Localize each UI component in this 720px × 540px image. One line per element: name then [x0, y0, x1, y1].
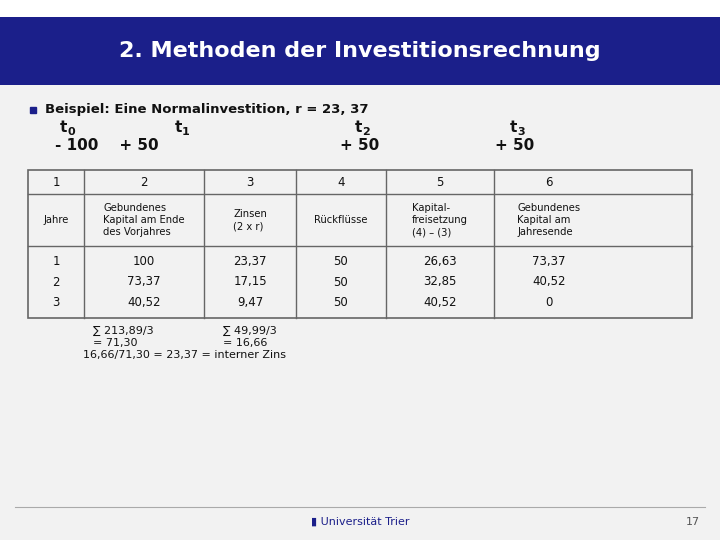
Text: 2: 2	[53, 275, 60, 288]
Text: Gebundenes
Kapital am
Jahresende: Gebundenes Kapital am Jahresende	[518, 202, 580, 238]
FancyBboxPatch shape	[0, 85, 720, 540]
Text: 1: 1	[182, 127, 190, 137]
Bar	[28, 170, 692, 318]
Text: 17,15: 17,15	[233, 275, 267, 288]
Text: - 100    + 50: - 100 + 50	[55, 138, 158, 152]
Text: Beispiel: Eine Normalinvestition, r = 23, 37: Beispiel: Eine Normalinvestition, r = 23…	[45, 104, 369, 117]
Text: 50: 50	[333, 275, 348, 288]
Text: 3: 3	[517, 127, 525, 137]
Text: 2: 2	[140, 176, 148, 188]
Text: 0: 0	[67, 127, 75, 137]
Text: 40,52: 40,52	[423, 296, 456, 309]
FancyBboxPatch shape	[0, 17, 720, 85]
Text: 1: 1	[53, 255, 60, 268]
Text: t: t	[175, 120, 182, 136]
Text: ▮ Universität Trier: ▮ Universität Trier	[311, 517, 409, 527]
Text: 2. Methoden der Investitionsrechnung: 2. Methoden der Investitionsrechnung	[120, 41, 600, 61]
Text: 40,52: 40,52	[532, 275, 566, 288]
Text: 40,52: 40,52	[127, 296, 161, 309]
Text: 26,63: 26,63	[423, 255, 456, 268]
Text: 3: 3	[53, 296, 60, 309]
Text: 23,37: 23,37	[233, 255, 266, 268]
Text: 50: 50	[333, 255, 348, 268]
Text: Rückflüsse: Rückflüsse	[314, 215, 368, 225]
Text: + 50: + 50	[340, 138, 379, 152]
Text: ∑ 213,89/3: ∑ 213,89/3	[93, 326, 153, 336]
Text: 1: 1	[53, 176, 60, 188]
Text: 50: 50	[333, 296, 348, 309]
Text: 6: 6	[545, 176, 553, 188]
Text: t: t	[60, 120, 68, 136]
Text: 0: 0	[545, 296, 553, 309]
Text: Kapital-
freisetzung
(4) – (3): Kapital- freisetzung (4) – (3)	[412, 202, 468, 238]
Text: Gebundenes
Kapital am Ende
des Vorjahres: Gebundenes Kapital am Ende des Vorjahres	[103, 202, 185, 238]
Text: t: t	[510, 120, 518, 136]
Text: Zinsen
(2 x r): Zinsen (2 x r)	[233, 209, 267, 231]
Text: 2: 2	[362, 127, 370, 137]
Text: 17: 17	[686, 517, 700, 527]
Text: t: t	[355, 120, 362, 136]
Text: 73,37: 73,37	[127, 275, 161, 288]
Text: 9,47: 9,47	[237, 296, 263, 309]
Text: = 71,30: = 71,30	[93, 338, 138, 348]
Text: Jahre: Jahre	[43, 215, 68, 225]
Text: 32,85: 32,85	[423, 275, 456, 288]
Text: + 50: + 50	[495, 138, 534, 152]
Text: 100: 100	[133, 255, 155, 268]
Text: 16,66/71,30 = 23,37 = interner Zins: 16,66/71,30 = 23,37 = interner Zins	[83, 350, 286, 360]
Text: = 16,66: = 16,66	[223, 338, 267, 348]
Text: 3: 3	[246, 176, 253, 188]
Text: 73,37: 73,37	[532, 255, 566, 268]
Text: 5: 5	[436, 176, 444, 188]
Text: ∑ 49,99/3: ∑ 49,99/3	[223, 326, 276, 336]
Text: 4: 4	[337, 176, 345, 188]
